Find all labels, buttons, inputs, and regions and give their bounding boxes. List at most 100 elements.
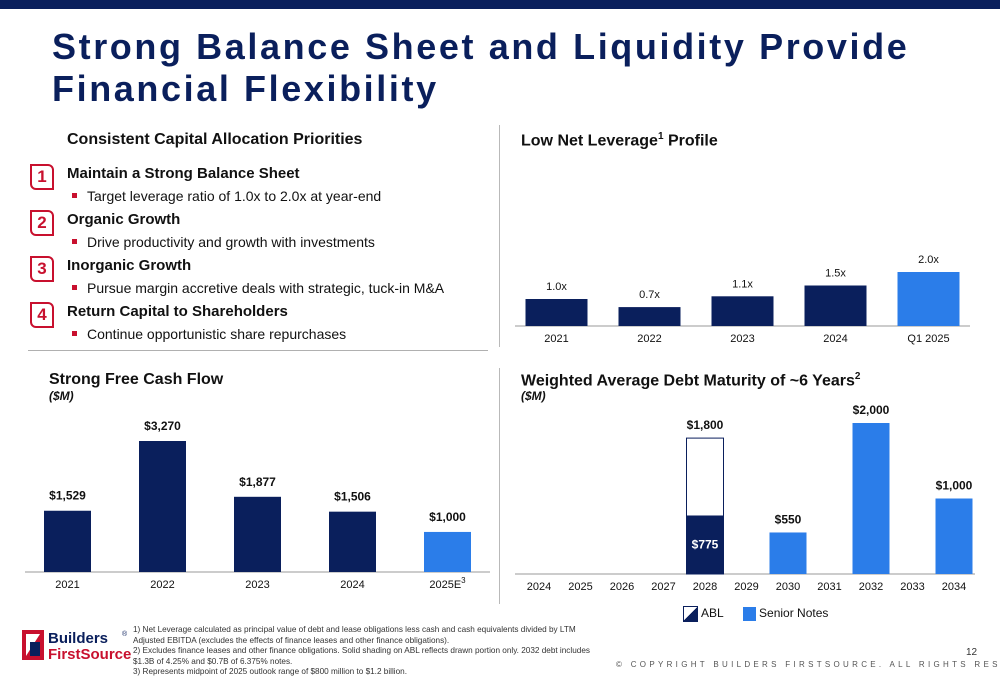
maturity-category-label: 2028 bbox=[693, 581, 717, 593]
capital-allocation-heading: Consistent Capital Allocation Priorities bbox=[67, 131, 363, 148]
logo-line1: Builders bbox=[48, 630, 108, 647]
maturity-heading: Weighted Average Debt Maturity of ~6 Yea… bbox=[521, 371, 860, 390]
maturity-abl-drawn-bar bbox=[686, 515, 724, 574]
leverage-category-label: 2022 bbox=[637, 333, 661, 345]
fcf-value-label: $1,877 bbox=[239, 475, 276, 489]
vertical-divider-bottom bbox=[499, 368, 500, 604]
top-bar bbox=[0, 0, 1000, 9]
maturity-category-label: 2025 bbox=[568, 581, 592, 593]
maturity-legend: ABL Senior Notes bbox=[683, 606, 828, 622]
bullet-icon bbox=[72, 192, 77, 198]
maturity-senior-bar bbox=[935, 498, 973, 574]
leverage-bar bbox=[711, 296, 774, 326]
leverage-heading-sup: 1 bbox=[657, 131, 664, 142]
leverage-value-label: 1.1x bbox=[732, 278, 753, 290]
bullet-icon bbox=[72, 284, 77, 290]
footnote-2: 2) Excludes finance leases and other fin… bbox=[133, 646, 590, 666]
priority-title-4: Return Capital to Shareholders bbox=[67, 303, 288, 320]
fcf-unit: ($M) bbox=[49, 389, 74, 403]
fcf-category-label: 2021 bbox=[55, 579, 79, 591]
leverage-heading-text: Low Net Leverage bbox=[521, 132, 658, 150]
maturity-category-label: 2034 bbox=[942, 581, 966, 593]
vertical-divider-top bbox=[499, 125, 500, 347]
fcf-category-label: 2022 bbox=[150, 579, 174, 591]
maturity-heading-text: Weighted Average Debt Maturity of ~6 Yea… bbox=[521, 372, 855, 390]
logo-mark-icon: Builders ® FirstSource bbox=[22, 630, 131, 663]
fcf-category-sup: 3 bbox=[461, 576, 466, 585]
maturity-value-label: $1,000 bbox=[936, 479, 973, 493]
leverage-category-label: 2021 bbox=[544, 333, 568, 345]
leverage-category-label: 2024 bbox=[823, 333, 847, 345]
footnote-3: 3) Represents midpoint of 2025 outlook r… bbox=[133, 667, 407, 677]
legend-senior-label: Senior Notes bbox=[759, 606, 829, 621]
maturity-value-label: $550 bbox=[775, 512, 802, 526]
priority-number-4: 4 bbox=[30, 302, 54, 328]
logo-reg: ® bbox=[122, 630, 128, 638]
priority-bullet-text-1: Target leverage ratio of 1.0x to 2.0x at… bbox=[87, 188, 382, 204]
priority-number-3: 3 bbox=[30, 256, 54, 282]
fcf-heading: Strong Free Cash Flow bbox=[49, 371, 224, 388]
leverage-category-label: Q1 2025 bbox=[907, 333, 949, 345]
copyright: © COPYRIGHT BUILDERS FIRSTSOURCE. ALL RI… bbox=[616, 660, 1000, 669]
leverage-bar bbox=[525, 299, 588, 326]
maturity-value-label: $1,800 bbox=[687, 418, 724, 432]
maturity-value-label: $2,000 bbox=[853, 403, 890, 417]
fcf-category-label: 2025E3 bbox=[429, 576, 466, 591]
leverage-heading-tail: Profile bbox=[663, 132, 718, 150]
footnotes: 1) Net Leverage calculated as principal … bbox=[133, 625, 603, 678]
section-divider bbox=[28, 350, 488, 351]
page-number: 12 bbox=[966, 647, 978, 658]
leverage-chart: 1.0x 2021 0.7x 2022 1.1x 2023 1.5x 2024 2.0x Q1 2… bbox=[515, 254, 970, 345]
maturity-category-label: 2032 bbox=[859, 581, 883, 593]
fcf-bar bbox=[234, 496, 281, 572]
maturity-chart: 2024 2025 2026 2027 2028 $1,800 $775 2029 2030 $5… bbox=[515, 403, 975, 593]
maturity-category-label: 2029 bbox=[734, 581, 758, 593]
bullet-icon bbox=[72, 238, 77, 244]
leverage-bar bbox=[618, 307, 681, 326]
fcf-bar bbox=[424, 531, 471, 572]
priority-number-1: 1 bbox=[30, 164, 54, 190]
priority-bullet-2: Drive productivity and growth with inves… bbox=[72, 234, 375, 250]
maturity-unit: ($M) bbox=[521, 389, 546, 403]
leverage-value-label: 0.7x bbox=[639, 289, 660, 301]
legend-abl-swatch bbox=[683, 606, 698, 622]
legend-abl-label: ABL bbox=[701, 606, 724, 621]
footnote-1: 1) Net Leverage calculated as principal … bbox=[133, 625, 576, 645]
maturity-category-label: 2033 bbox=[900, 581, 924, 593]
fcf-value-label: $1,506 bbox=[334, 490, 371, 504]
priority-bullet-text-3: Pursue margin accretive deals with strat… bbox=[87, 280, 445, 296]
leverage-value-label: 1.0x bbox=[546, 281, 567, 293]
logo-line2: FirstSource bbox=[48, 646, 131, 662]
builders-firstsource-logo: Builders ® FirstSource bbox=[22, 628, 132, 667]
leverage-bar bbox=[804, 285, 867, 326]
leverage-bar bbox=[897, 272, 960, 326]
maturity-senior-bar bbox=[852, 423, 890, 574]
maturity-category-label: 2031 bbox=[817, 581, 841, 593]
maturity-drawn-label: $775 bbox=[692, 538, 719, 552]
page-title: Strong Balance Sheet and Liquidity Provi… bbox=[52, 26, 910, 109]
maturity-category-label: 2027 bbox=[651, 581, 675, 593]
legend-senior-swatch bbox=[743, 607, 757, 621]
leverage-value-label: 1.5x bbox=[825, 268, 846, 280]
priority-bullet-text-2: Drive productivity and growth with inves… bbox=[87, 234, 375, 250]
fcf-bar bbox=[139, 441, 186, 572]
fcf-chart: $1,529 2021 $3,270 2022 $1,877 2023 $1,506 2024… bbox=[25, 419, 490, 591]
maturity-heading-sup: 2 bbox=[854, 371, 861, 382]
fcf-category-label: 2024 bbox=[340, 579, 364, 591]
fcf-value-label: $1,000 bbox=[429, 510, 466, 524]
leverage-category-label: 2023 bbox=[730, 333, 754, 345]
maturity-category-label: 2024 bbox=[527, 581, 551, 593]
priority-title-1: Maintain a Strong Balance Sheet bbox=[67, 165, 300, 182]
priority-bullet-3: Pursue margin accretive deals with strat… bbox=[72, 280, 444, 296]
priority-title-3: Inorganic Growth bbox=[67, 257, 192, 274]
fcf-value-label: $1,529 bbox=[49, 489, 86, 503]
maturity-senior-bar bbox=[769, 532, 807, 574]
bullet-icon bbox=[72, 330, 77, 336]
priority-number-2: 2 bbox=[30, 210, 54, 236]
maturity-category-label: 2026 bbox=[610, 581, 634, 593]
priority-bullet-text-4: Continue opportunistic share repurchases bbox=[87, 326, 347, 342]
fcf-category-label: 2023 bbox=[245, 579, 269, 591]
priority-title-2: Organic Growth bbox=[67, 211, 181, 228]
fcf-bar bbox=[329, 511, 376, 572]
priority-bullet-1: Target leverage ratio of 1.0x to 2.0x at… bbox=[72, 188, 381, 204]
